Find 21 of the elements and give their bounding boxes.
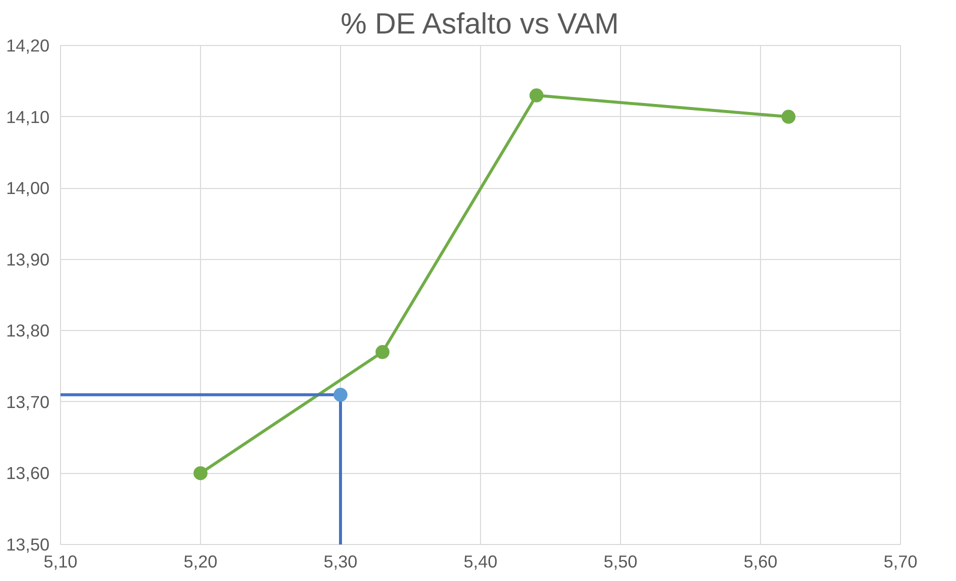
y-tick-label: 13,80 xyxy=(6,320,50,341)
x-tick-label: 5,50 xyxy=(604,552,638,572)
y-tick-label: 13,50 xyxy=(6,534,50,554)
x-tick-label: 5,10 xyxy=(44,552,78,572)
point xyxy=(376,345,390,360)
y-tick-label: 14,20 xyxy=(6,36,50,56)
point xyxy=(334,388,348,402)
x-tick-label: 5,60 xyxy=(744,552,778,572)
y-tick-label: 13,60 xyxy=(6,463,50,484)
point xyxy=(194,466,208,480)
x-tick-label: 5,20 xyxy=(184,552,218,572)
chart-title: % DE Asfalto vs VAM xyxy=(340,8,619,40)
point xyxy=(782,110,796,124)
y-tick-label: 13,70 xyxy=(6,392,50,412)
y-tick-label: 14,10 xyxy=(6,106,50,127)
x-tick-label: 5,70 xyxy=(884,552,918,572)
y-tick-label: 14,00 xyxy=(6,178,50,198)
x-tick-label: 5,30 xyxy=(324,552,358,572)
y-tick-label: 13,90 xyxy=(6,249,50,270)
point xyxy=(530,88,544,102)
x-tick-label: 5,40 xyxy=(464,552,498,572)
